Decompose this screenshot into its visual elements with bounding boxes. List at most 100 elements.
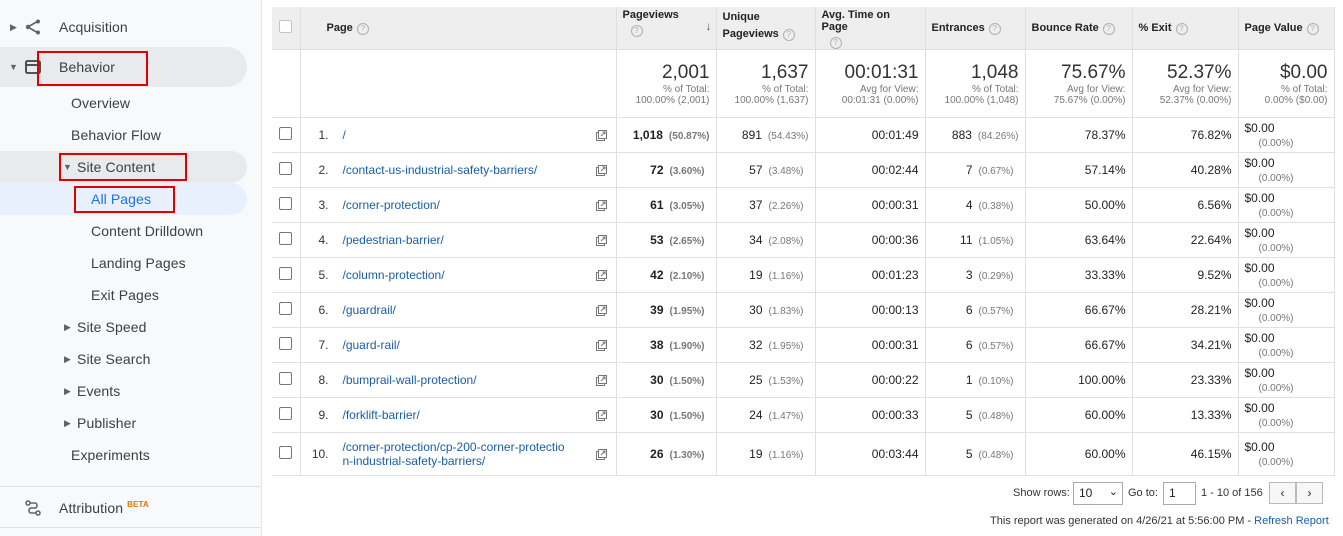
page-value-value: $0.00: [1244, 156, 1275, 170]
row-checkbox[interactable]: [279, 407, 293, 420]
page-link[interactable]: /: [342, 128, 346, 142]
column-header-page[interactable]: Page?: [300, 7, 617, 50]
select-all-checkbox[interactable]: [279, 20, 293, 33]
row-checkbox[interactable]: [279, 302, 293, 315]
page-link[interactable]: /corner-protection/cp-200-corner-protect…: [343, 440, 565, 468]
open-external-icon[interactable]: [595, 374, 608, 387]
open-external-icon[interactable]: [595, 234, 608, 247]
help-icon[interactable]: ?: [630, 25, 643, 37]
bounce-rate-value: 63.64%: [1084, 233, 1126, 247]
page-link[interactable]: /forklift-barrier/: [342, 408, 420, 422]
help-icon[interactable]: ?: [782, 29, 795, 41]
column-header-bounce-rate[interactable]: Bounce Rate?: [1025, 7, 1133, 50]
help-icon[interactable]: ?: [829, 37, 842, 49]
column-header-unique-pageviews[interactable]: Unique Pageviews?: [716, 7, 816, 50]
row-checkbox[interactable]: [279, 267, 293, 280]
sidebar-item-content-drilldown[interactable]: Content Drilldown: [0, 215, 261, 247]
pageviews-value: 42: [650, 268, 664, 282]
refresh-report-link[interactable]: Refresh Report: [1254, 515, 1329, 527]
column-label: Entrances: [931, 21, 985, 34]
sidebar-item-behavior-flow[interactable]: Behavior Flow: [0, 119, 261, 151]
row-index: 4.: [318, 233, 329, 247]
totals-row: 2,001% of Total: 100.00% (2,001) 1,637% o…: [272, 49, 1335, 118]
sidebar-item-behavior[interactable]: ▼ Behavior: [0, 51, 261, 83]
entrances-cell: 1 (0.10%): [925, 362, 1026, 398]
help-icon[interactable]: ?: [1102, 22, 1115, 35]
open-external-icon[interactable]: [595, 304, 608, 317]
entrances-percent: (1.05%): [978, 236, 1014, 247]
caret-right-icon: ▶: [64, 353, 71, 364]
page-link[interactable]: /bumprail-wall-protection/: [342, 373, 477, 387]
help-icon[interactable]: ?: [356, 22, 369, 35]
open-external-icon[interactable]: [595, 129, 608, 142]
entrances-percent: (84.26%): [977, 131, 1019, 142]
sidebar-item-events[interactable]: ▶ Events: [0, 375, 261, 407]
sidebar-item-site-speed[interactable]: ▶ Site Speed: [0, 311, 261, 343]
row-checkbox[interactable]: [279, 446, 293, 459]
pageviews-value: 53: [650, 233, 664, 247]
avg-time-value: 00:02:44: [871, 163, 919, 177]
row-checkbox[interactable]: [279, 127, 293, 140]
pagination-buttons: ‹ ›: [1269, 482, 1323, 504]
row-checkbox[interactable]: [279, 232, 293, 245]
open-external-icon[interactable]: [595, 409, 608, 422]
total-caption: 00:01:31 (0.00%): [841, 94, 919, 106]
open-external-icon[interactable]: [595, 339, 608, 352]
sidebar-item-attribution[interactable]: Attribution BETA: [0, 492, 261, 524]
open-external-icon[interactable]: [595, 269, 608, 282]
page-value-cell: $0.00 (0.00%): [1238, 432, 1335, 476]
page-link[interactable]: /guard-rail/: [342, 338, 400, 352]
select-all-cell: [272, 7, 301, 50]
unique-pageviews-cell: 19 (1.16%): [716, 432, 816, 476]
page-link[interactable]: /guardrail/: [342, 303, 396, 317]
sidebar-item-all-pages[interactable]: All Pages: [0, 183, 261, 215]
prev-page-button[interactable]: ‹: [1269, 482, 1296, 504]
page-value-cell: $0.00 (0.00%): [1238, 117, 1335, 153]
sidebar-item-overview[interactable]: Overview: [0, 87, 261, 119]
row-checkbox[interactable]: [279, 197, 293, 210]
help-icon[interactable]: ?: [1175, 22, 1188, 35]
column-header-page-value[interactable]: Page Value?: [1238, 7, 1335, 50]
page-cell: 7. /guard-rail/: [300, 327, 617, 363]
column-header-pageviews[interactable]: Pageviews? ↓: [616, 7, 717, 50]
open-external-icon[interactable]: [595, 164, 608, 177]
page-link[interactable]: /contact-us-industrial-safety-barriers/: [342, 163, 538, 177]
sidebar-item-exit-pages[interactable]: Exit Pages: [0, 279, 261, 311]
pageviews-percent: (1.90%): [669, 341, 705, 352]
page-link[interactable]: /pedestrian-barrier/: [342, 233, 444, 247]
sort-descending-icon[interactable]: ↓: [705, 19, 712, 33]
row-checkbox[interactable]: [279, 372, 293, 385]
pageviews-percent: (1.50%): [669, 411, 705, 422]
help-icon[interactable]: ?: [1306, 22, 1319, 35]
pageviews-cell: 61 (3.05%): [616, 187, 717, 223]
sidebar-item-label: All Pages: [91, 191, 152, 207]
pageviews-cell: 39 (1.95%): [616, 292, 717, 328]
exit-value: 28.21%: [1190, 303, 1232, 317]
row-checkbox[interactable]: [279, 162, 293, 175]
goto-input[interactable]: 1: [1163, 482, 1196, 505]
page-value-value: $0.00: [1244, 401, 1275, 415]
page-value-value: $0.00: [1244, 440, 1275, 454]
page-value-value: $0.00: [1244, 331, 1275, 345]
open-external-icon[interactable]: [595, 199, 608, 212]
sidebar-item-experiments[interactable]: Experiments: [0, 439, 261, 471]
sidebar-item-site-search[interactable]: ▶ Site Search: [0, 343, 261, 375]
sidebar-item-site-content[interactable]: ▼ Site Content: [0, 151, 261, 183]
column-header-exit[interactable]: % Exit?: [1132, 7, 1239, 50]
sidebar-item-publisher[interactable]: ▶ Publisher: [0, 407, 261, 439]
open-external-icon[interactable]: [595, 448, 608, 461]
entrances-cell: 7 (0.67%): [925, 152, 1026, 188]
caret-down-icon: ▼: [63, 162, 72, 172]
column-header-avg-time[interactable]: Avg. Time on Page?: [815, 7, 926, 50]
page-link[interactable]: /corner-protection/: [342, 198, 440, 212]
row-checkbox[interactable]: [279, 337, 293, 350]
column-header-entrances[interactable]: Entrances?: [925, 7, 1026, 50]
sidebar-item-acquisition[interactable]: ▶ Acquisition: [0, 11, 261, 43]
next-page-button[interactable]: ›: [1296, 482, 1323, 504]
help-icon[interactable]: ?: [988, 22, 1001, 35]
unique-pageviews-percent: (3.48%): [768, 166, 804, 177]
entrances-percent: (0.57%): [978, 341, 1014, 352]
page-link[interactable]: /column-protection/: [342, 268, 445, 282]
show-rows-select[interactable]: 10 ⌄: [1073, 482, 1123, 505]
sidebar-item-landing-pages[interactable]: Landing Pages: [0, 247, 261, 279]
